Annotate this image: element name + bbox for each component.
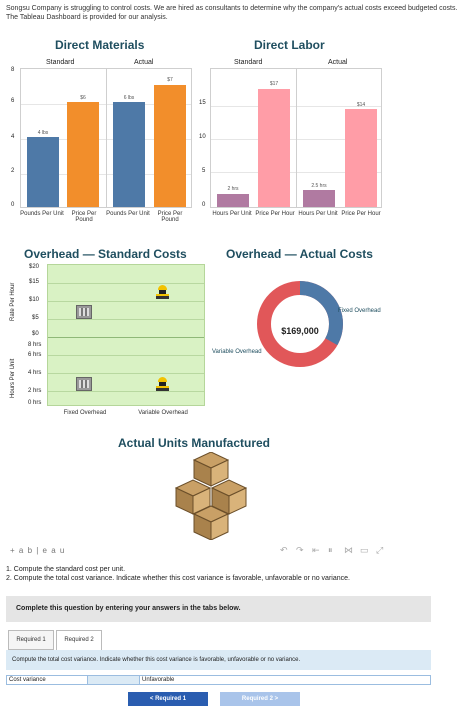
dl-bar-std-hours: [217, 194, 249, 207]
oh-variable-label: Variable Overhead: [138, 410, 188, 416]
donut-fixed-slice: [257, 281, 343, 367]
worker-icon: [156, 377, 170, 391]
instruction-text: Complete this question by entering your …: [16, 605, 241, 612]
boxes-icon: [174, 452, 248, 540]
dm-ytick-6: 6: [11, 98, 15, 104]
tab-instruction-box: Compute the total cost variance. Indicat…: [6, 650, 431, 670]
rate-axis-label: Rate Per Hour: [10, 282, 16, 321]
dl-bar-std-price: [258, 89, 290, 207]
variance-type-select[interactable]: Unfavorable: [139, 676, 199, 684]
pause-icon[interactable]: ⏸: [328, 545, 333, 555]
question-1: 1. Compute the standard cost per unit.: [6, 566, 126, 573]
rate-tick-0: $0: [32, 331, 39, 337]
direct-materials-title: Direct Materials: [55, 38, 145, 52]
rate-tick-5: $5: [32, 315, 39, 321]
answer-label: Cost variance: [7, 676, 87, 684]
tab-required-1[interactable]: Required 1: [8, 630, 54, 650]
dl-ytick-5: 5: [202, 168, 206, 174]
dm-ytick-4: 4: [11, 134, 15, 140]
share-icon[interactable]: ⋈: [344, 545, 353, 555]
hours-axis-label: Hours Per Unit: [10, 358, 16, 398]
building-icon: [76, 377, 92, 391]
intro-text: Songsu Company is struggling to control …: [6, 5, 458, 21]
donut-fixed-label: Fixed Overhead: [338, 308, 381, 314]
dl-ytick-10: 10: [199, 134, 206, 140]
rate-tick-10: $10: [29, 297, 40, 303]
dm-bar-act-price: [154, 85, 186, 207]
building-icon: [76, 305, 92, 319]
dl-bar-act-price: [345, 109, 377, 207]
dm-standard-label: Standard: [46, 59, 75, 66]
fullscreen-icon[interactable]: ⤢: [376, 545, 384, 555]
dl-ytick-15: 15: [199, 100, 206, 106]
dl-label-act-hours: 2.5 hrs: [311, 183, 327, 189]
oh-fixed-label: Fixed Overhead: [63, 410, 107, 416]
dl-cat-2: Price Per Hour: [255, 211, 295, 217]
tab-instruction-text: Compute the total cost variance. Indicat…: [12, 657, 301, 663]
dm-bar-act-pounds: [113, 102, 145, 207]
undo-icon[interactable]: ↶: [280, 545, 288, 555]
tab-required-2[interactable]: Required 2: [56, 630, 102, 650]
dm-ytick-2: 2: [11, 168, 15, 174]
overhead-actual-donut: [257, 281, 343, 367]
dl-chart-panel: 2 hrs $17 2.5 hrs $14: [210, 68, 382, 208]
rate-tick-15: $15: [29, 279, 40, 285]
units-title: Actual Units Manufactured: [118, 436, 271, 450]
next-required-button[interactable]: Required 2 >: [220, 692, 300, 706]
tableau-logo: + a b | e a u: [10, 546, 66, 555]
dm-bar-std-price: [67, 102, 99, 207]
direct-labor-title: Direct Labor: [254, 38, 325, 52]
dl-standard-label: Standard: [234, 59, 263, 66]
prev-required-button[interactable]: < Required 1: [128, 692, 208, 706]
dm-cat-1: Pounds Per Unit: [20, 211, 64, 217]
overhead-total-value: $169,000: [281, 326, 319, 336]
cost-variance-input[interactable]: [87, 676, 139, 684]
dm-cat-2: Price Per Pound: [71, 211, 97, 223]
rate-tick-20: $20: [29, 264, 40, 270]
overhead-standard-title: Overhead — Standard Costs: [24, 247, 187, 261]
redo-icon[interactable]: ↷: [296, 545, 304, 555]
dl-cat-4: Price Per Hour: [341, 211, 381, 217]
answer-row: Cost variance Unfavorable: [6, 675, 431, 685]
dm-actual-label: Actual: [134, 59, 154, 66]
dm-label-std-pounds: 4 lbs: [37, 130, 49, 136]
comment-icon[interactable]: ▭: [360, 545, 369, 555]
dm-label-act-pounds: 6 lbs: [123, 95, 135, 101]
dl-actual-label: Actual: [328, 59, 348, 66]
revert-icon[interactable]: ⇤: [312, 545, 320, 555]
overhead-standard-panel: [47, 264, 205, 406]
dm-label-act-price: $7: [167, 77, 173, 83]
dm-ytick-0: 0: [11, 202, 15, 208]
dm-bar-std-pounds: [27, 137, 59, 207]
overhead-actual-title: Overhead — Actual Costs: [226, 247, 373, 261]
dm-label-std-price: $6: [80, 95, 86, 101]
dl-cat-3: Hours Per Unit: [298, 211, 338, 217]
hours-tick-2: 2 hrs: [28, 388, 42, 394]
hours-tick-0: 0 hrs: [28, 400, 42, 406]
dl-label-std-hours: 2 hrs: [227, 186, 239, 192]
hours-tick-8: 8 hrs: [28, 342, 42, 348]
worker-icon: [156, 285, 170, 299]
dl-bar-act-hours: [303, 190, 335, 207]
donut-variable-label: Variable Overhead: [212, 349, 262, 355]
hours-tick-6: 6 hrs: [28, 352, 42, 358]
dl-cat-1: Hours Per Unit: [212, 211, 252, 217]
question-2: 2. Compute the total cost variance. Indi…: [6, 575, 350, 582]
dm-ytick-8: 8: [11, 67, 15, 73]
dl-label-std-price: $17: [269, 81, 279, 87]
dm-cat-3: Pounds Per Unit: [106, 211, 150, 217]
dm-chart-panel: 4 lbs $6 6 lbs $7: [20, 68, 192, 208]
hours-tick-4: 4 hrs: [28, 370, 42, 376]
dm-cat-4: Price Per Pound: [157, 211, 183, 223]
dl-ytick-0: 0: [202, 202, 206, 208]
instruction-banner: Complete this question by entering your …: [6, 596, 431, 622]
dl-label-act-price: $14: [356, 102, 366, 108]
